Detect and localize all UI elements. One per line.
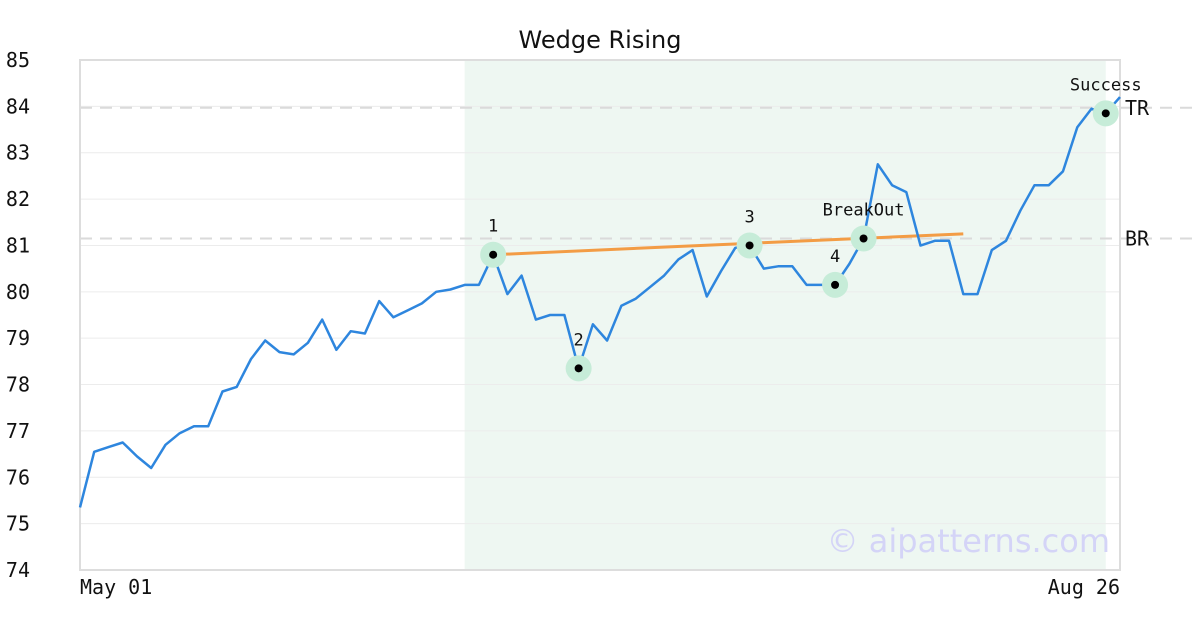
point-marker <box>1101 109 1110 118</box>
point-marker <box>489 250 498 259</box>
y-tick-label: 85 <box>6 48 30 72</box>
y-tick-label: 77 <box>6 419 30 443</box>
x-tick-label: May 01 <box>80 575 152 599</box>
y-tick-label: 82 <box>6 187 30 211</box>
pattern-zone <box>464 60 1106 570</box>
point-marker <box>574 364 583 373</box>
point-label: Success <box>1070 75 1142 95</box>
point-marker <box>859 234 868 243</box>
point-label: 1 <box>488 217 498 237</box>
y-tick-label: 84 <box>6 94 30 118</box>
y-tick-label: 78 <box>6 373 30 397</box>
y-tick-label: 83 <box>6 141 30 165</box>
point-label: 3 <box>744 207 754 227</box>
point-marker <box>831 280 840 289</box>
y-tick-label: 80 <box>6 280 30 304</box>
x-tick-label: Aug 26 <box>1048 575 1120 599</box>
plot-frame <box>79 59 1121 571</box>
y-tick-label: 79 <box>6 326 30 350</box>
y-tick-label: 76 <box>6 465 30 489</box>
level-label-br: BR <box>1125 227 1150 251</box>
point-marker <box>745 241 754 250</box>
level-label-tr: TR <box>1125 96 1150 120</box>
y-tick-label: 74 <box>6 558 30 582</box>
point-label: BreakOut <box>823 201 905 221</box>
point-label: 4 <box>830 247 840 267</box>
chart-title: Wedge Rising <box>519 26 682 54</box>
y-tick-label: 75 <box>6 512 30 536</box>
trend-line <box>493 232 964 257</box>
y-tick-label: 81 <box>6 233 30 257</box>
watermark: © aipatterns.com <box>827 522 1110 560</box>
price-series-line <box>78 96 1121 508</box>
point-label: 2 <box>574 330 584 350</box>
